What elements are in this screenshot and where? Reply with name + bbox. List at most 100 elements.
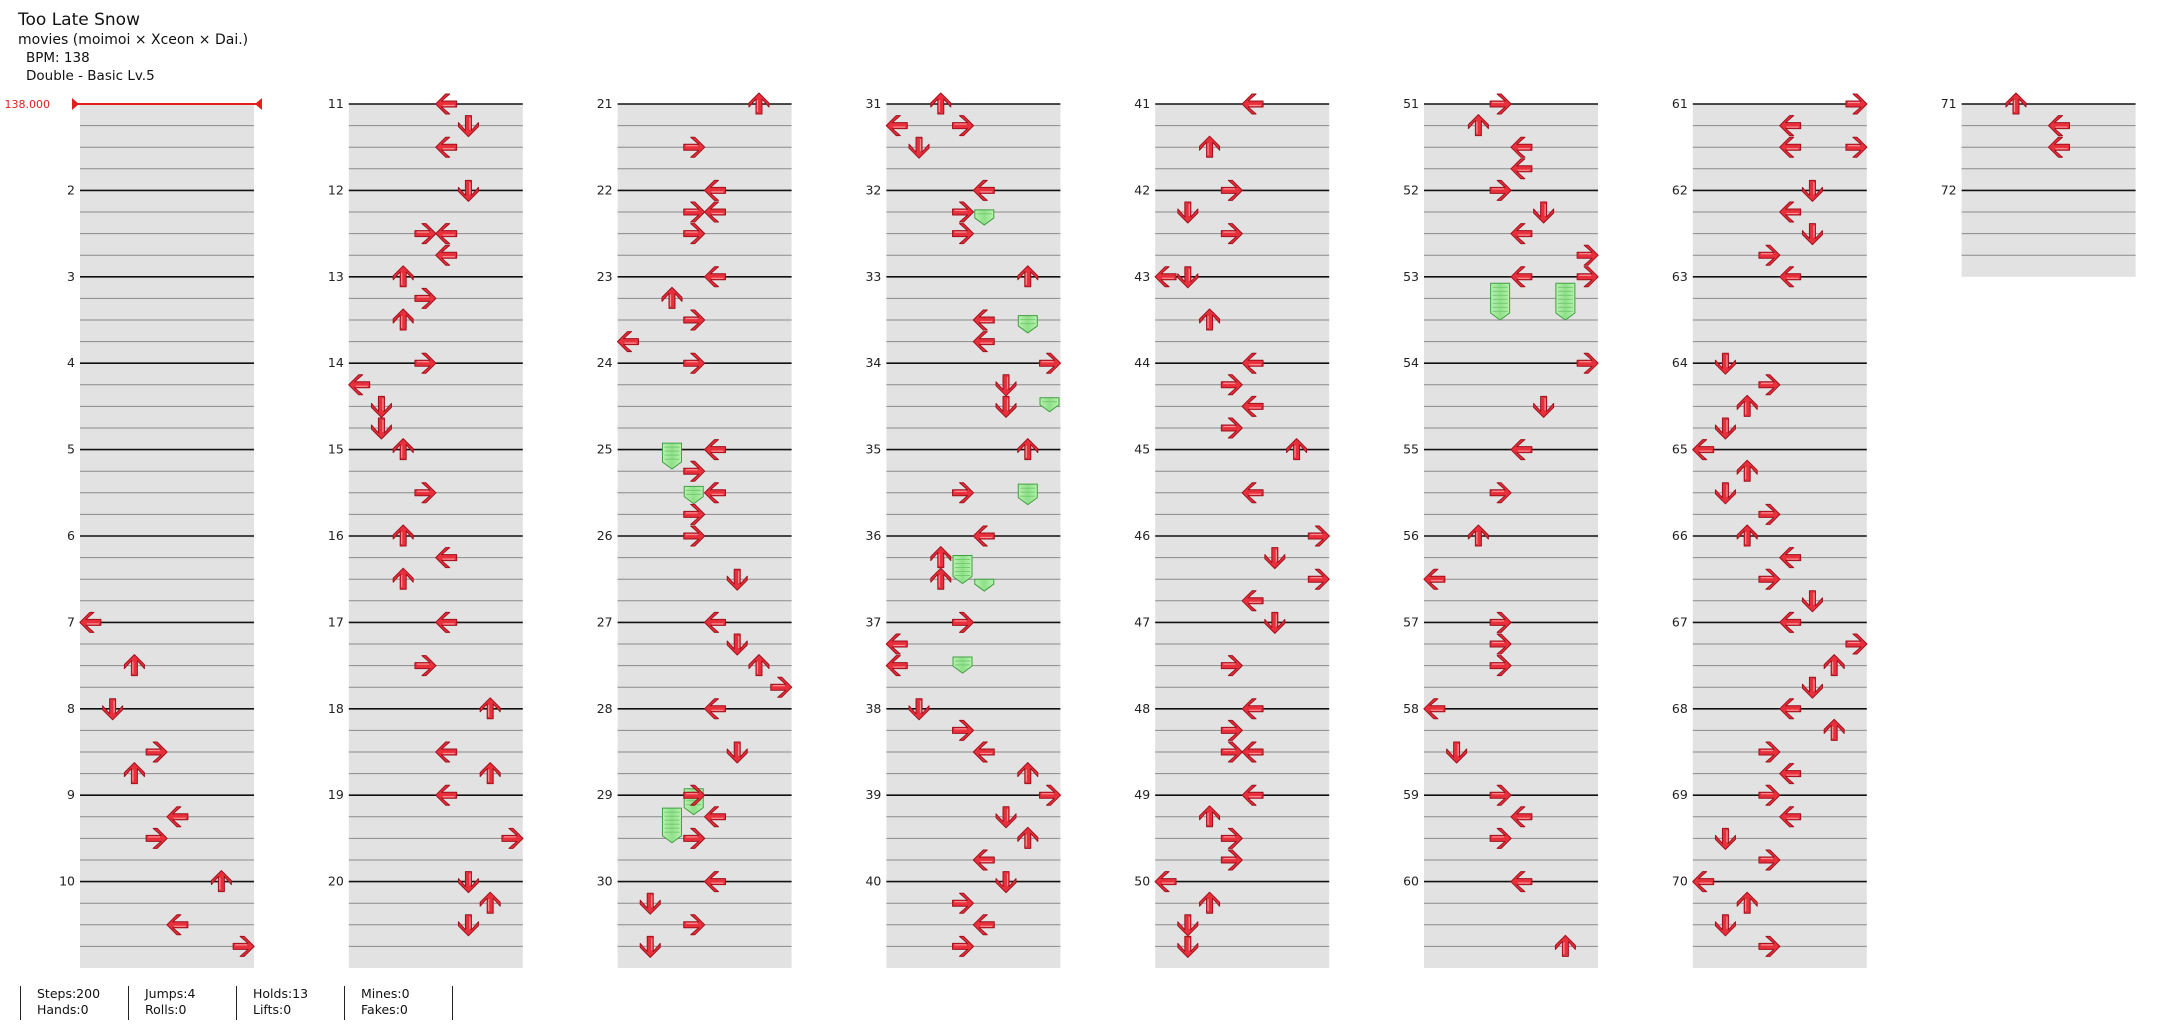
beat-band xyxy=(80,816,254,839)
up-arrow-icon xyxy=(1017,265,1039,288)
hold-note-icon xyxy=(1017,483,1038,506)
beat-band xyxy=(886,600,1061,623)
beat-band xyxy=(886,860,1061,882)
up-arrow-icon xyxy=(1736,394,1758,417)
down-arrow-icon xyxy=(726,741,748,764)
beat-band xyxy=(1155,492,1330,515)
measure-number: 60 xyxy=(1403,874,1419,889)
right-arrow-icon xyxy=(1307,568,1330,590)
measure-number: 43 xyxy=(1134,269,1150,284)
right-arrow-icon xyxy=(683,914,706,936)
beat-band xyxy=(617,384,792,407)
beat-band xyxy=(1692,428,1867,450)
bpm-label: BPM: 138 xyxy=(26,50,90,66)
beat-band xyxy=(617,298,792,320)
beat-band xyxy=(348,125,523,148)
beat-band xyxy=(80,384,254,407)
left-arrow-icon xyxy=(1779,547,1802,569)
beat-band xyxy=(1424,320,1598,342)
beat-band xyxy=(1424,644,1598,666)
down-arrow-icon xyxy=(1177,935,1199,958)
beat-band xyxy=(886,492,1061,515)
bpm-marker-value: 138.000 xyxy=(5,98,51,111)
right-arrow-icon xyxy=(414,223,437,245)
beat-band xyxy=(1155,600,1330,623)
up-arrow-icon xyxy=(1554,934,1576,957)
left-arrow-icon xyxy=(1241,741,1264,763)
beat-band xyxy=(80,838,254,860)
left-arrow-icon xyxy=(703,698,726,720)
left-arrow-icon xyxy=(1154,266,1177,288)
left-arrow-icon xyxy=(703,611,726,633)
beat-band xyxy=(1424,795,1598,817)
measure-number: 53 xyxy=(1403,269,1419,284)
beat-band xyxy=(1692,838,1867,860)
beat-band xyxy=(617,860,792,882)
beat-band xyxy=(886,946,1061,968)
measure-number: 50 xyxy=(1134,874,1150,889)
up-arrow-icon xyxy=(1467,524,1489,547)
up-arrow-icon xyxy=(930,92,952,115)
right-arrow-icon xyxy=(1758,741,1781,763)
beat-band xyxy=(80,320,254,342)
up-arrow-icon xyxy=(1736,891,1758,914)
chart-difficulty-label: Double - Basic Lv.5 xyxy=(26,68,155,84)
up-arrow-icon xyxy=(1823,718,1845,741)
beat-band xyxy=(80,147,254,169)
beat-band xyxy=(1424,881,1598,904)
left-arrow-icon xyxy=(1510,806,1533,828)
right-arrow-icon xyxy=(683,309,706,331)
up-arrow-icon xyxy=(392,308,414,331)
left-arrow-icon xyxy=(1779,266,1802,288)
beat-band xyxy=(886,255,1061,277)
down-arrow-icon xyxy=(1177,914,1199,937)
beat-band xyxy=(1692,795,1867,817)
song-artist: movies (moimoi × Xceon × Dai.) xyxy=(18,32,249,48)
right-arrow-icon xyxy=(414,655,437,677)
measure-number: 31 xyxy=(865,96,881,111)
measure-number: 4 xyxy=(67,355,75,370)
beat-band xyxy=(80,341,254,364)
beat-band xyxy=(1155,816,1330,839)
left-arrow-icon xyxy=(1510,158,1533,180)
beat-band xyxy=(617,795,792,817)
beat-band xyxy=(617,233,792,256)
beat-band xyxy=(1692,341,1867,364)
right-arrow-icon xyxy=(1489,655,1512,677)
down-arrow-icon xyxy=(995,374,1017,397)
down-arrow-icon xyxy=(995,806,1017,829)
up-arrow-icon xyxy=(661,286,683,309)
up-arrow-icon xyxy=(1823,654,1845,677)
measure-number: 23 xyxy=(597,269,613,284)
beat-band xyxy=(348,665,523,688)
up-arrow-icon xyxy=(1736,524,1758,547)
bpm-marker-left-icon xyxy=(72,98,79,110)
beat-band xyxy=(1692,946,1867,968)
beat-band xyxy=(886,514,1061,536)
left-arrow-icon xyxy=(703,439,726,461)
right-arrow-icon xyxy=(1489,633,1512,655)
beat-band xyxy=(1155,384,1330,407)
beat-band xyxy=(617,644,792,666)
beat-band xyxy=(1692,384,1867,407)
beat-band xyxy=(348,449,523,472)
right-arrow-icon xyxy=(1845,93,1868,115)
beat-band xyxy=(886,644,1061,666)
right-arrow-icon xyxy=(414,482,437,504)
right-arrow-icon xyxy=(683,223,706,245)
beat-band xyxy=(348,773,523,796)
left-arrow-icon xyxy=(885,115,908,137)
beat-band xyxy=(886,579,1061,601)
beat-band xyxy=(80,881,254,904)
beat-band xyxy=(617,557,792,580)
beat-band xyxy=(886,428,1061,450)
measure-number: 21 xyxy=(597,96,613,111)
left-arrow-icon xyxy=(1510,439,1533,461)
beat-band xyxy=(1155,104,1330,126)
down-arrow-icon xyxy=(1714,417,1736,440)
right-arrow-icon xyxy=(414,352,437,374)
beat-band xyxy=(1424,514,1598,536)
up-arrow-icon xyxy=(930,567,952,590)
beat-band xyxy=(617,125,792,148)
measure-number: 45 xyxy=(1134,442,1150,457)
